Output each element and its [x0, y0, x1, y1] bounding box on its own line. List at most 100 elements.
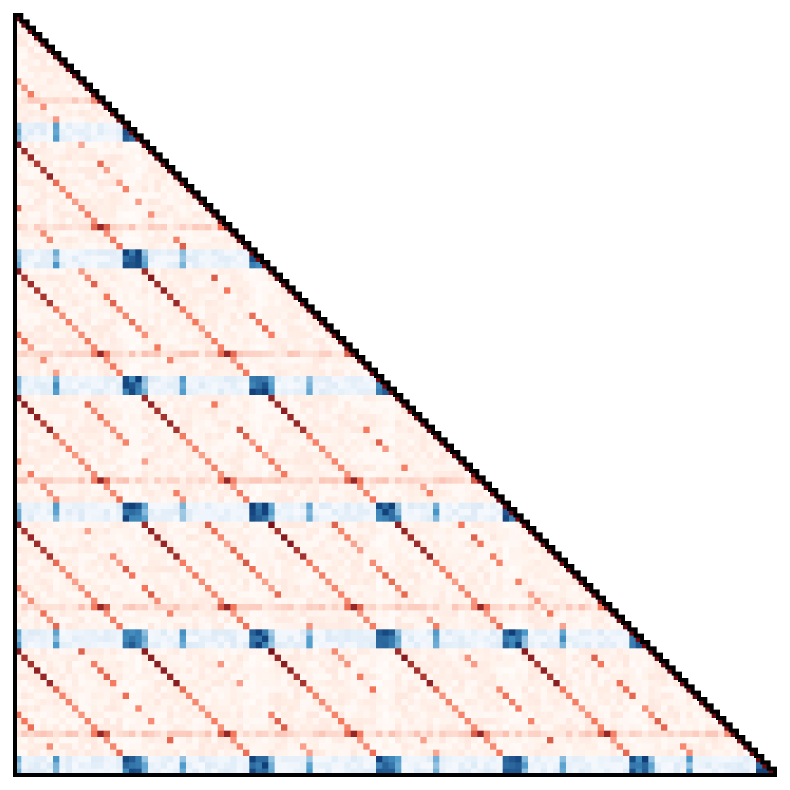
heatmap-cell	[84, 192, 92, 199]
heatmap-cell	[262, 471, 269, 478]
heatmap-cell	[211, 426, 218, 434]
heatmap-cell	[490, 591, 497, 598]
heatmap-cell	[160, 268, 168, 275]
heatmap-cell	[483, 578, 491, 586]
heatmap-cell	[91, 319, 98, 326]
heatmap-cell	[597, 597, 605, 605]
heatmap-cell	[53, 179, 60, 187]
heatmap-cell	[186, 388, 193, 396]
heatmap-cell	[350, 629, 358, 636]
heatmap-cell	[464, 534, 472, 541]
heatmap-cell	[148, 483, 155, 491]
heatmap-cell	[27, 262, 35, 269]
heatmap-cell	[262, 420, 269, 427]
heatmap-cell	[445, 483, 453, 491]
heatmap-cell	[363, 591, 370, 598]
heatmap-cell	[186, 635, 193, 643]
heatmap-cell	[281, 566, 288, 573]
heatmap-cell	[268, 414, 275, 421]
heatmap-cell	[382, 559, 389, 567]
heatmap-cell	[97, 407, 104, 415]
heatmap-cell	[566, 604, 573, 611]
heatmap-cell	[154, 192, 161, 199]
heatmap-cell	[338, 585, 345, 592]
heatmap-cell	[59, 160, 66, 168]
heatmap-cell	[148, 477, 155, 484]
heatmap-cell	[585, 623, 592, 630]
heatmap-cell	[135, 401, 142, 408]
heatmap-cell	[306, 338, 313, 345]
heatmap-cell	[72, 445, 79, 453]
heatmap-cell	[27, 230, 35, 237]
heatmap-cell	[325, 426, 332, 434]
heatmap-cell	[154, 521, 161, 529]
heatmap-cell	[300, 534, 307, 541]
heatmap-cell	[515, 566, 522, 573]
heatmap-cell	[34, 452, 41, 459]
heatmap-cell	[116, 293, 123, 301]
heatmap-cell	[388, 502, 396, 510]
heatmap-cell	[388, 433, 396, 440]
heatmap-cell	[300, 496, 307, 503]
heatmap-cell	[21, 414, 28, 421]
heatmap-cell	[15, 597, 22, 605]
heatmap-cell	[445, 623, 453, 630]
heatmap-cell	[382, 471, 389, 478]
heatmap-cell	[515, 528, 522, 535]
heatmap-cell	[148, 167, 155, 174]
heatmap-cell	[110, 312, 117, 320]
heatmap-cell	[167, 388, 174, 396]
heatmap-cell	[192, 572, 199, 579]
heatmap-cell	[477, 597, 484, 605]
heatmap-cell	[262, 635, 269, 643]
heatmap-cell	[230, 521, 237, 529]
heatmap-cell	[141, 338, 149, 345]
heatmap-cell	[211, 439, 218, 446]
heatmap-cell	[129, 452, 136, 459]
heatmap-cell	[59, 300, 66, 307]
heatmap-cell	[27, 211, 35, 218]
heatmap-cell	[122, 597, 130, 605]
heatmap-cell	[65, 388, 73, 396]
heatmap-cell	[293, 388, 301, 396]
heatmap-cell	[243, 585, 250, 592]
heatmap-cell	[116, 148, 123, 155]
heatmap-cell	[173, 439, 180, 446]
heatmap-cell	[91, 141, 98, 149]
heatmap-cell	[350, 439, 358, 446]
heatmap-cell	[376, 502, 383, 510]
heatmap-cell	[192, 236, 199, 244]
heatmap-cell	[91, 281, 98, 288]
heatmap-cell	[300, 483, 307, 491]
heatmap-cell	[363, 445, 370, 453]
heatmap-cell	[395, 559, 402, 567]
heatmap-cell	[211, 306, 218, 313]
heatmap-cell	[224, 407, 231, 415]
heatmap-cell	[205, 281, 212, 288]
heatmap-cell	[629, 629, 636, 636]
heatmap-cell	[141, 426, 149, 434]
heatmap-cell	[186, 515, 193, 522]
heatmap-cell	[439, 623, 446, 630]
heatmap-cell	[173, 490, 180, 497]
heatmap-cell	[110, 528, 117, 535]
heatmap-cell	[338, 566, 345, 573]
heatmap-cell	[255, 376, 263, 383]
heatmap-cell	[192, 439, 199, 446]
heatmap-cell	[338, 433, 345, 440]
heatmap-cell	[198, 591, 206, 598]
heatmap-cell	[122, 642, 130, 649]
heatmap-cell	[268, 502, 275, 510]
heatmap-cell	[21, 445, 28, 453]
heatmap-cell	[426, 464, 434, 472]
heatmap-cell	[445, 547, 453, 554]
heatmap-cell	[160, 528, 168, 535]
heatmap-cell	[116, 230, 123, 237]
heatmap-cell	[306, 629, 313, 636]
heatmap-cell	[445, 553, 453, 560]
heatmap-cell	[319, 357, 326, 364]
heatmap-cell	[34, 357, 41, 364]
heatmap-cell	[553, 585, 560, 592]
heatmap-cell	[243, 357, 250, 364]
